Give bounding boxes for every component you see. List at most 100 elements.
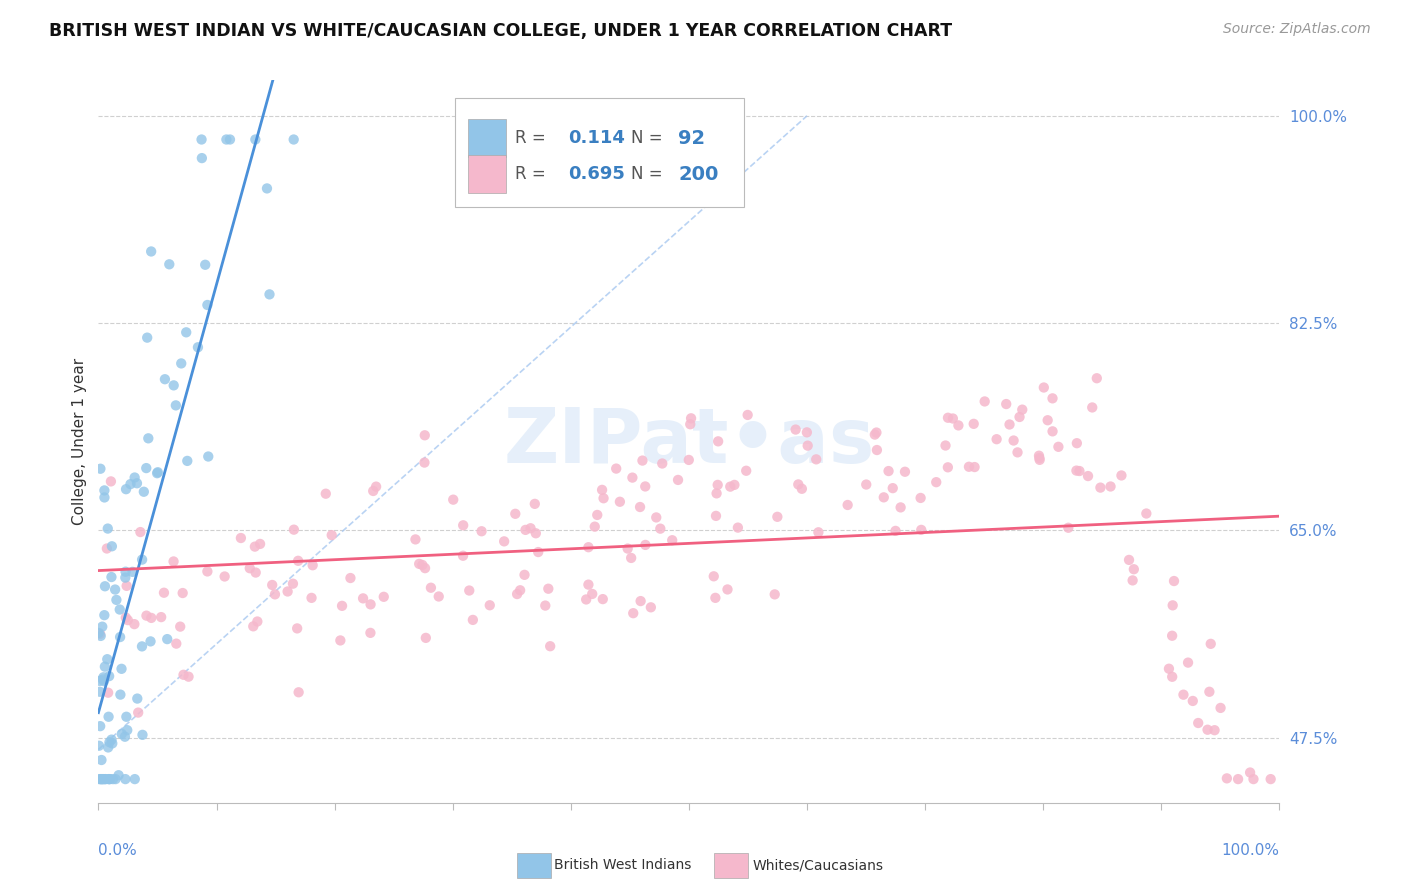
Point	[737, 408, 759, 422]
Point	[177, 670, 200, 684]
Point	[361, 483, 384, 498]
Point	[262, 578, 284, 592]
Point	[1118, 553, 1140, 567]
Point	[283, 523, 305, 537]
Point	[650, 522, 672, 536]
Point	[963, 417, 986, 431]
Point	[249, 537, 271, 551]
Text: 0.0%: 0.0%	[98, 843, 138, 857]
FancyBboxPatch shape	[468, 120, 506, 157]
Point	[96, 652, 118, 666]
Text: Whites/Caucasians: Whites/Caucasians	[752, 858, 883, 872]
Point	[93, 670, 115, 684]
Point	[197, 298, 219, 312]
Point	[242, 619, 264, 633]
Point	[373, 590, 395, 604]
Point	[100, 570, 122, 584]
Point	[578, 540, 600, 554]
Point	[1161, 599, 1184, 613]
Point	[718, 480, 741, 494]
Point	[172, 586, 194, 600]
Point	[942, 411, 965, 425]
Point	[90, 772, 112, 786]
Point	[451, 549, 474, 563]
Point	[127, 706, 149, 720]
Point	[1239, 765, 1261, 780]
Point	[806, 452, 828, 467]
Point	[1161, 670, 1184, 684]
Point	[963, 460, 986, 475]
Point	[807, 525, 830, 540]
Point	[136, 431, 159, 445]
Point	[1002, 434, 1025, 448]
Text: R =: R =	[516, 129, 551, 147]
Point	[98, 669, 121, 683]
Point	[259, 287, 281, 301]
Point	[100, 475, 122, 489]
Point	[150, 610, 173, 624]
Point	[1036, 413, 1059, 427]
Point	[1260, 772, 1282, 786]
Point	[586, 508, 609, 522]
Point	[135, 608, 157, 623]
Point	[523, 497, 546, 511]
Point	[89, 685, 111, 699]
Point	[1181, 694, 1204, 708]
Point	[104, 772, 127, 786]
Point	[631, 453, 654, 467]
FancyBboxPatch shape	[456, 98, 744, 207]
Point	[866, 443, 889, 458]
Point	[1077, 469, 1099, 483]
Point	[506, 587, 529, 601]
Point	[94, 579, 117, 593]
Point	[169, 619, 191, 633]
Point	[97, 772, 120, 786]
Point	[214, 569, 236, 583]
Point	[277, 584, 299, 599]
Y-axis label: College, Under 1 year: College, Under 1 year	[72, 358, 87, 525]
Point	[1042, 425, 1064, 439]
Point	[114, 610, 136, 624]
Point	[141, 244, 163, 259]
Text: 0.695: 0.695	[568, 165, 626, 183]
Point	[1243, 772, 1265, 786]
Point	[1187, 716, 1209, 731]
Point	[91, 772, 114, 786]
Point	[115, 579, 138, 593]
Point	[1011, 402, 1033, 417]
Point	[135, 461, 157, 475]
Point	[666, 473, 689, 487]
Point	[1047, 440, 1070, 454]
Point	[315, 486, 337, 500]
Point	[609, 495, 631, 509]
Point	[616, 541, 638, 556]
Point	[678, 453, 700, 467]
Point	[527, 545, 550, 559]
Point	[704, 591, 727, 605]
Point	[1028, 449, 1050, 463]
Point	[352, 591, 374, 606]
Point	[1057, 521, 1080, 535]
Point	[93, 491, 115, 505]
Point	[101, 736, 124, 750]
Point	[101, 772, 124, 786]
Point	[264, 587, 287, 601]
Point	[519, 521, 541, 535]
Point	[413, 561, 436, 575]
Point	[621, 470, 644, 484]
Point	[1204, 723, 1226, 738]
Point	[1122, 574, 1144, 588]
Point	[114, 772, 136, 786]
Point	[478, 599, 501, 613]
Text: N =: N =	[631, 129, 668, 147]
Point	[578, 577, 600, 591]
Point	[1008, 409, 1031, 424]
Point	[176, 454, 198, 468]
Point	[329, 633, 352, 648]
Point	[1081, 401, 1104, 415]
Point	[1028, 453, 1050, 467]
Point	[245, 566, 267, 580]
Point	[1197, 723, 1219, 737]
Point	[1042, 392, 1064, 406]
Point	[634, 479, 657, 493]
